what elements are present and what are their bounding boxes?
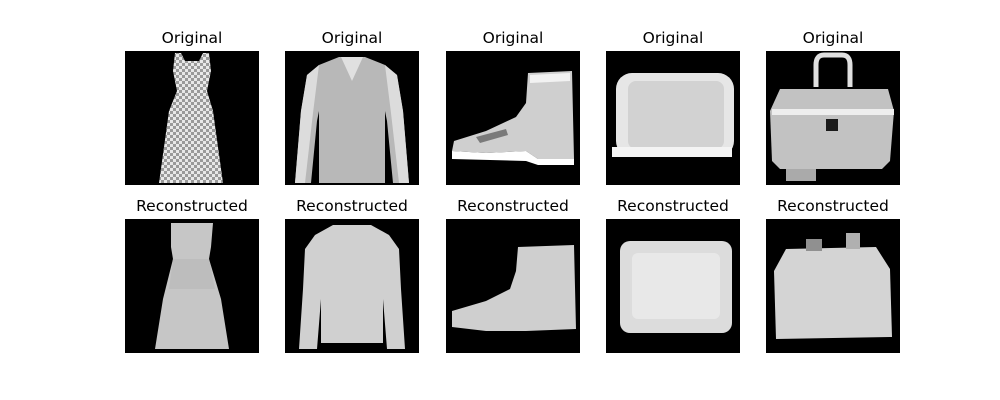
panel-title: Original: [482, 29, 544, 47]
ankle-boot-icon: [452, 245, 576, 331]
panel-title: Reconstructed: [136, 197, 248, 215]
panel-title: Original: [802, 29, 864, 47]
original-dress-image: [125, 51, 259, 185]
panel-title: Reconstructed: [617, 197, 729, 215]
reconstructed-boot-image: [446, 219, 580, 353]
reconstructed-bag-image: [606, 219, 740, 353]
panel-title: Reconstructed: [777, 197, 889, 215]
bag-icon: [620, 241, 732, 333]
ankle-boot-icon: [452, 71, 574, 165]
bag-icon: [612, 73, 734, 157]
handbag-icon: [774, 233, 892, 339]
dress-icon: [155, 223, 229, 349]
original-handbag-image: [766, 51, 900, 185]
panel-title: Original: [642, 29, 704, 47]
long-sleeve-shirt-icon: [295, 57, 409, 183]
reconstructed-shirt-image: [285, 219, 419, 353]
original-bag-image: [606, 51, 740, 185]
handbag-icon: [770, 52, 894, 181]
panel-title: Original: [161, 29, 223, 47]
original-boot-image: [446, 51, 580, 185]
long-sleeve-shirt-icon: [299, 225, 405, 349]
reconstructed-handbag-image: [766, 219, 900, 353]
original-shirt-image: [285, 51, 419, 185]
panel-title: Original: [321, 29, 383, 47]
panel-title: Reconstructed: [296, 197, 408, 215]
dress-icon: [159, 53, 223, 183]
panel-title: Reconstructed: [457, 197, 569, 215]
reconstructed-dress-image: [125, 219, 259, 353]
